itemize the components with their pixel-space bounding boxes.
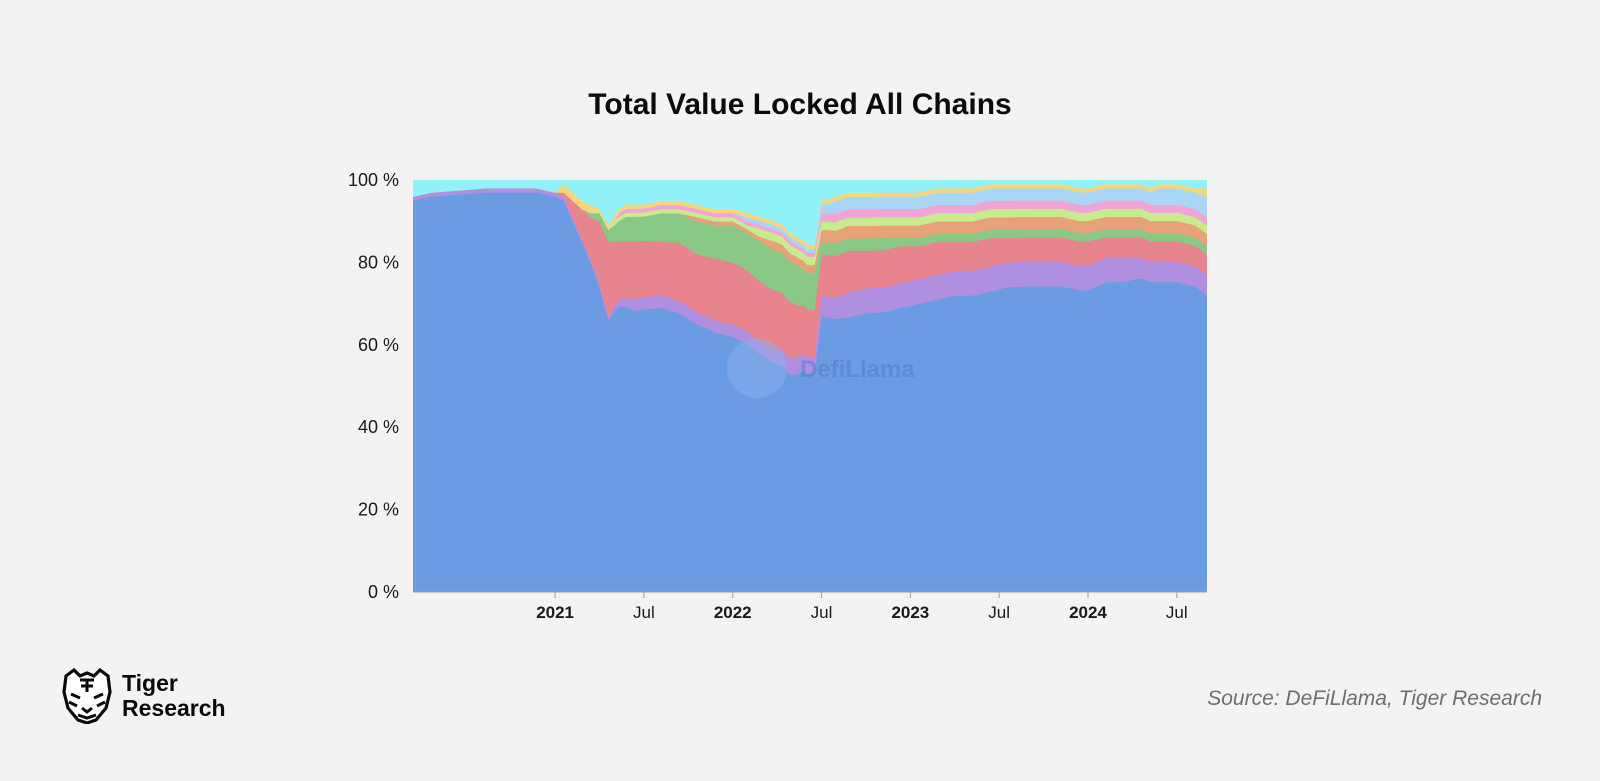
y-tick-label: 0 % — [368, 582, 399, 602]
y-tick-label: 80 % — [358, 252, 399, 272]
x-tick-label: Jul — [633, 603, 655, 622]
area-series-10 — [413, 180, 1207, 245]
logo-line-2: Research — [122, 695, 226, 721]
x-tick-label: Jul — [988, 603, 1010, 622]
x-tick-label: 2024 — [1069, 603, 1107, 622]
watermark-text: DefiLlama — [800, 356, 915, 383]
x-tick-label: 2021 — [536, 603, 574, 622]
logo-line-1: Tiger — [122, 670, 178, 696]
llama-logo-icon — [727, 338, 787, 398]
x-tick-label: Jul — [811, 603, 833, 622]
chart-title: Total Value Locked All Chains — [588, 88, 1012, 121]
y-axis: 0 % 20 % 40 % 60 % 80 % 100 % — [348, 170, 399, 602]
x-tick-label: 2022 — [714, 603, 752, 622]
x-tick-label: 2023 — [891, 603, 929, 622]
tiger-head-icon — [62, 668, 112, 724]
y-tick-label: 100 % — [348, 170, 399, 190]
y-tick-label: 60 % — [358, 335, 399, 355]
y-tick-label: 40 % — [358, 417, 399, 437]
x-axis: 2021 Jul 2022 Jul 2023 Jul 2024 Jul — [536, 592, 1188, 622]
source-note: Source: DeFiLlama, Tiger Research — [1207, 687, 1542, 710]
defillama-watermark: DefiLlama — [727, 338, 915, 398]
y-tick-label: 20 % — [358, 500, 399, 520]
x-tick-label: Jul — [1166, 603, 1188, 622]
tiger-research-logo: Tiger Research — [60, 668, 226, 724]
stacked-areas — [413, 180, 1207, 592]
